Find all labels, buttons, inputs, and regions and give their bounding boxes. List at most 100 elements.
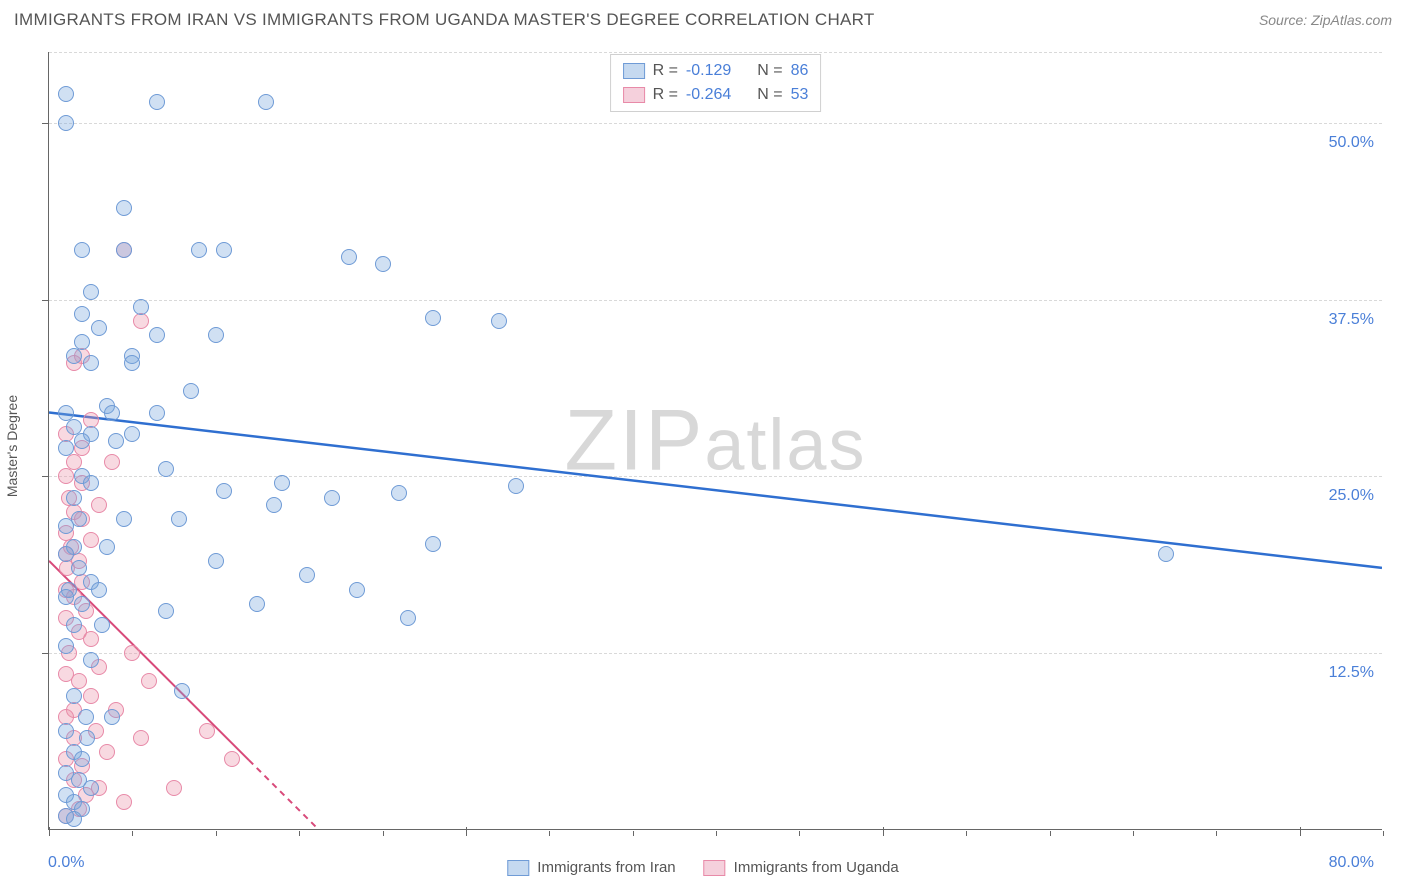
x-tick: [216, 831, 217, 836]
data-point: [83, 355, 99, 371]
data-point: [104, 405, 120, 421]
data-point: [91, 320, 107, 336]
trend-lines: [49, 52, 1382, 829]
data-point: [258, 94, 274, 110]
data-point: [183, 383, 199, 399]
data-point: [491, 313, 507, 329]
data-point: [104, 454, 120, 470]
data-point: [83, 475, 99, 491]
data-point: [83, 631, 99, 647]
data-point: [78, 709, 94, 725]
data-point: [71, 560, 87, 576]
r-label: R =: [653, 59, 678, 83]
data-point: [124, 645, 140, 661]
x-tick: [799, 831, 800, 836]
data-point: [216, 242, 232, 258]
scatter-plot: [49, 52, 1382, 829]
y-tick: [42, 653, 49, 654]
data-point: [208, 553, 224, 569]
legend-swatch-series1: [507, 860, 529, 876]
x-tick: [383, 831, 384, 836]
plot-area: 12.5%25.0%37.5%50.0% ZIPatlas R = -0.129…: [48, 52, 1382, 830]
data-point: [341, 249, 357, 265]
data-point: [191, 242, 207, 258]
stats-legend: R = -0.129 N = 86 R = -0.264 N = 53: [610, 54, 822, 112]
data-point: [1158, 546, 1174, 562]
data-point: [104, 709, 120, 725]
data-point: [249, 596, 265, 612]
data-point: [216, 483, 232, 499]
data-point: [74, 751, 90, 767]
data-point: [158, 461, 174, 477]
data-point: [116, 511, 132, 527]
data-point: [58, 589, 74, 605]
y-tick: [42, 300, 49, 301]
data-point: [58, 546, 74, 562]
data-point: [224, 751, 240, 767]
header: IMMIGRANTS FROM IRAN VS IMMIGRANTS FROM …: [14, 10, 1392, 30]
data-point: [324, 490, 340, 506]
data-point: [66, 490, 82, 506]
legend-item-series2: Immigrants from Uganda: [704, 859, 899, 876]
x-tick: [633, 831, 634, 836]
swatch-series2: [623, 87, 645, 103]
data-point: [79, 730, 95, 746]
x-tick: [966, 831, 967, 836]
data-point: [141, 673, 157, 689]
data-point: [149, 327, 165, 343]
n-value-series1: 86: [791, 59, 809, 83]
legend-label-series1: Immigrants from Iran: [537, 859, 675, 876]
x-tick: [716, 831, 717, 836]
data-point: [425, 310, 441, 326]
y-axis-label: Master's Degree: [4, 395, 20, 497]
data-point: [99, 744, 115, 760]
data-point: [149, 94, 165, 110]
trend-line: [249, 760, 318, 829]
n-label: N =: [757, 83, 782, 107]
data-point: [66, 688, 82, 704]
data-point: [83, 652, 99, 668]
data-point: [266, 497, 282, 513]
data-point: [124, 355, 140, 371]
data-point: [91, 497, 107, 513]
x-tick: [1216, 831, 1217, 836]
trend-line: [49, 412, 1382, 567]
data-point: [58, 468, 74, 484]
data-point: [508, 478, 524, 494]
r-value-series1: -0.129: [686, 59, 731, 83]
data-point: [116, 200, 132, 216]
x-min-label: 0.0%: [48, 854, 84, 872]
stats-row-series2: R = -0.264 N = 53: [623, 83, 809, 107]
data-point: [74, 242, 90, 258]
data-point: [83, 532, 99, 548]
x-tick: [1050, 831, 1051, 836]
legend-label-series2: Immigrants from Uganda: [734, 859, 899, 876]
data-point: [66, 617, 82, 633]
stats-row-series1: R = -0.129 N = 86: [623, 59, 809, 83]
data-point: [74, 334, 90, 350]
x-max-label: 80.0%: [1329, 854, 1374, 872]
x-tick: [299, 831, 300, 836]
data-point: [149, 405, 165, 421]
data-point: [375, 256, 391, 272]
data-point: [133, 299, 149, 315]
bottom-legend: Immigrants from Iran Immigrants from Uga…: [507, 859, 898, 876]
n-value-series2: 53: [791, 83, 809, 107]
data-point: [171, 511, 187, 527]
data-point: [66, 348, 82, 364]
r-label: R =: [653, 83, 678, 107]
r-value-series2: -0.264: [686, 83, 731, 107]
data-point: [83, 688, 99, 704]
data-point: [174, 683, 190, 699]
data-point: [108, 433, 124, 449]
data-point: [74, 433, 90, 449]
data-point: [124, 426, 140, 442]
data-point: [299, 567, 315, 583]
legend-swatch-series2: [704, 860, 726, 876]
y-tick: [42, 476, 49, 477]
data-point: [116, 242, 132, 258]
chart-title: IMMIGRANTS FROM IRAN VS IMMIGRANTS FROM …: [14, 10, 875, 30]
data-point: [91, 582, 107, 598]
data-point: [66, 811, 82, 827]
x-tick: [132, 831, 133, 836]
